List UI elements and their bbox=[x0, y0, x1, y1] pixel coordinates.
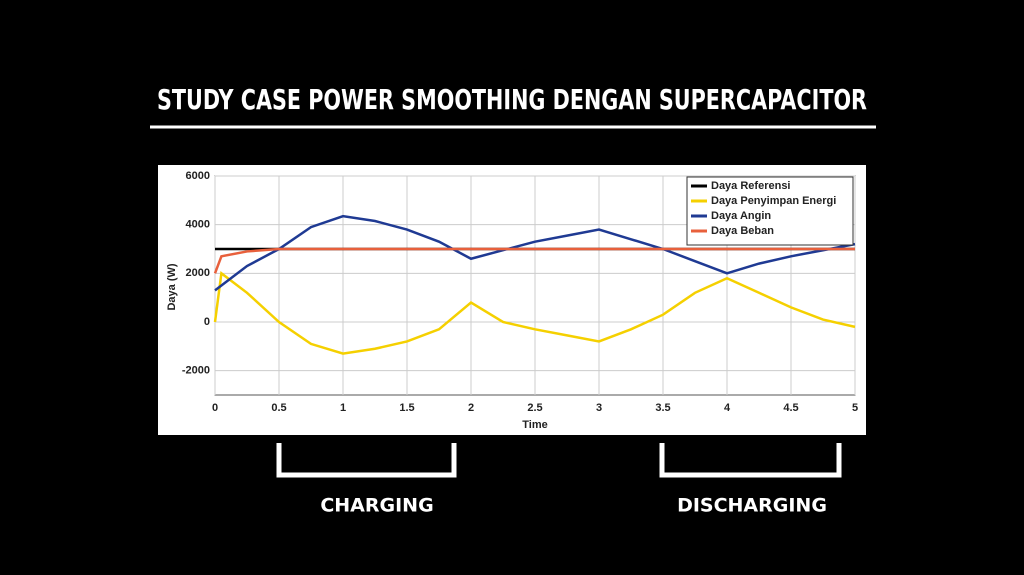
legend-label: Daya Beban bbox=[711, 225, 774, 237]
x-tick-label: 3.5 bbox=[655, 402, 670, 414]
x-tick-label: 2 bbox=[468, 402, 474, 414]
annotation: DISCHARGING bbox=[677, 495, 827, 517]
series-line bbox=[213, 247, 855, 274]
annotation: CHARGING bbox=[320, 495, 433, 517]
y-tick-label: -2000 bbox=[182, 365, 210, 377]
y-tick-label: 2000 bbox=[186, 267, 210, 279]
x-tick-label: 3 bbox=[596, 402, 602, 414]
x-tick-label: 1.5 bbox=[399, 402, 414, 414]
legend bbox=[686, 176, 854, 246]
legend-label: Daya Angin bbox=[711, 210, 771, 222]
x-tick-label: 2.5 bbox=[527, 402, 542, 414]
series-line bbox=[214, 214, 856, 292]
series-line bbox=[213, 271, 856, 355]
bracket bbox=[659, 443, 842, 478]
x-tick-label: 4 bbox=[724, 402, 731, 414]
y-axis-label: Daya (W) bbox=[166, 263, 178, 310]
slide-title: STUDY CASE POWER SMOOTHING DENGAN SUPERC… bbox=[157, 83, 867, 116]
x-tick-label: 1 bbox=[340, 402, 346, 414]
y-tick-label: 0 bbox=[204, 316, 210, 328]
bracket bbox=[276, 443, 457, 478]
y-tick-label: 4000 bbox=[186, 219, 210, 231]
legend-label: Daya Referensi bbox=[711, 180, 791, 192]
legend-label: Daya Penyimpan Energi bbox=[711, 195, 836, 207]
x-tick-label: 5 bbox=[852, 402, 858, 414]
x-axis-label: Time bbox=[522, 419, 547, 431]
x-tick-label: 0 bbox=[212, 402, 218, 414]
x-tick-label: 0.5 bbox=[271, 402, 286, 414]
x-tick-label: 4.5 bbox=[783, 402, 798, 414]
y-tick-label: 6000 bbox=[186, 170, 210, 182]
